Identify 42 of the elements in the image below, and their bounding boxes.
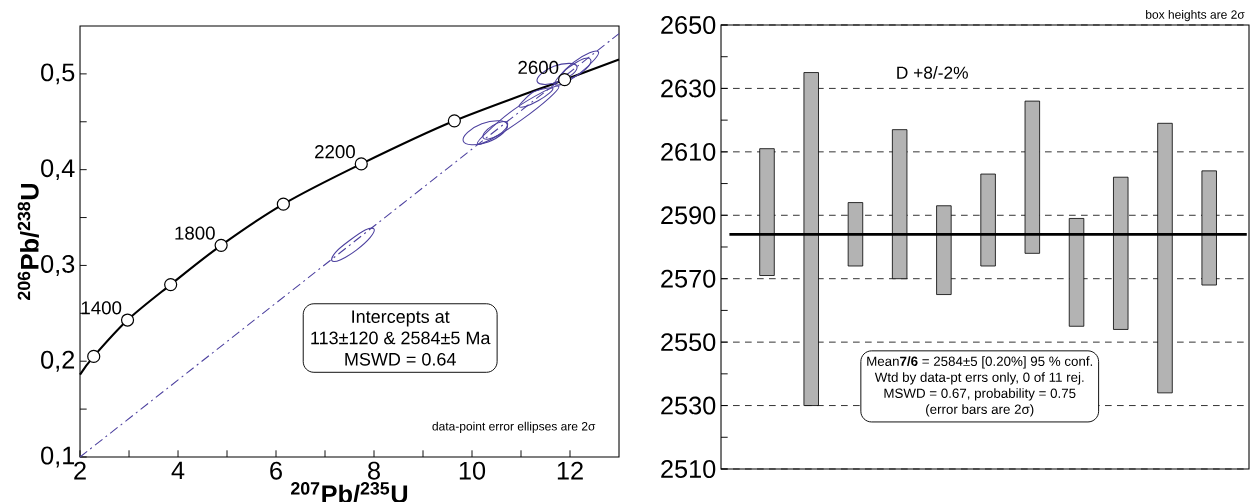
point [354,157,368,171]
text: box heights are 2σ [1146,9,1245,22]
point [214,238,228,252]
y-tick-label: 2510 [661,460,716,478]
annotation: Intercepts at [352,310,450,327]
point [447,114,461,128]
y-axis-title: $^{206}$Pb/$^{238}$U [17,183,39,300]
annotation: MSWD = 0.64 [345,352,456,366]
point [87,349,101,364]
y-tick-label: 2630 [661,79,716,98]
annotation: (error bars are 2σ) [926,404,1034,417]
y-tick-label: 2650 [661,16,716,34]
annotation: data-point error ellipses are 2σ [432,421,596,433]
y-tick-label: 2610 [661,142,716,161]
x-tick-label: 12 [557,461,583,480]
annotation: Mean7/6 = 2584±5 [0.20%] 95 % conf. [867,356,1093,369]
y-tick-label: 0,1 [41,446,75,468]
point [276,197,290,211]
annotation: MSWD = 0.67, probability = 0.75 [884,388,1076,401]
y-tick-label: 2530 [661,396,716,415]
x-tick-label: 8 [368,461,380,480]
y-tick-label: 2550 [661,333,716,352]
y-tick-label: 0,3 [41,254,75,276]
y-tick-label: 0,4 [41,159,75,181]
y-tick-label: 0,5 [41,63,75,85]
point [120,313,135,327]
annotation: 1800 [175,226,215,240]
x-tick-label: 10 [459,461,486,480]
y-tick-label: 2590 [661,206,716,225]
annotation: D +8/-2% [897,66,968,79]
annotation: 1400 [81,301,122,315]
x-tick-label: 6 [270,461,282,480]
annotation: Wtd by data-pt errs only, 0 of 11 rej. [874,372,1084,385]
y-tick-label: 0,2 [41,350,75,372]
x-tick-label: 2 [74,461,86,480]
point [164,277,178,292]
point [558,73,572,87]
y-tick-label: 2570 [661,269,716,288]
annotation: 2200 [315,145,355,159]
annotation: 2600 [518,60,559,75]
annotation: 113±120 & 2584±5 Ma [311,331,491,345]
x-tick-label: 4 [171,461,185,480]
